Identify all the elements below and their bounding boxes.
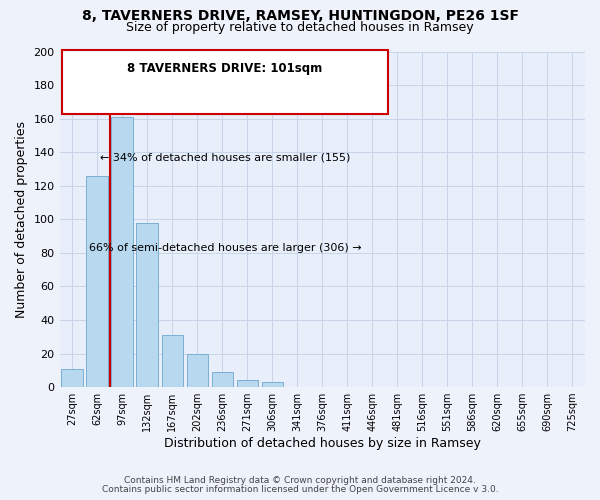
Bar [212,372,233,387]
Text: Size of property relative to detached houses in Ramsey: Size of property relative to detached ho… [126,21,474,34]
Bar [61,368,83,387]
Text: 8 TAVERNERS DRIVE: 101sqm: 8 TAVERNERS DRIVE: 101sqm [127,62,323,74]
Bar [112,117,133,387]
Bar [136,222,158,387]
Text: 8, TAVERNERS DRIVE, RAMSEY, HUNTINGDON, PE26 1SF: 8, TAVERNERS DRIVE, RAMSEY, HUNTINGDON, … [82,9,518,23]
Text: ← 34% of detached houses are smaller (155): ← 34% of detached houses are smaller (15… [100,152,350,162]
Bar [161,335,183,387]
Text: Contains public sector information licensed under the Open Government Licence v : Contains public sector information licen… [101,484,499,494]
Bar [262,382,283,387]
Text: Contains HM Land Registry data © Crown copyright and database right 2024.: Contains HM Land Registry data © Crown c… [124,476,476,485]
Bar [236,380,258,387]
Text: 66% of semi-detached houses are larger (306) →: 66% of semi-detached houses are larger (… [89,243,361,253]
Bar [86,176,108,387]
Y-axis label: Number of detached properties: Number of detached properties [15,121,28,318]
Bar [187,354,208,387]
FancyBboxPatch shape [62,50,388,114]
X-axis label: Distribution of detached houses by size in Ramsey: Distribution of detached houses by size … [164,437,481,450]
